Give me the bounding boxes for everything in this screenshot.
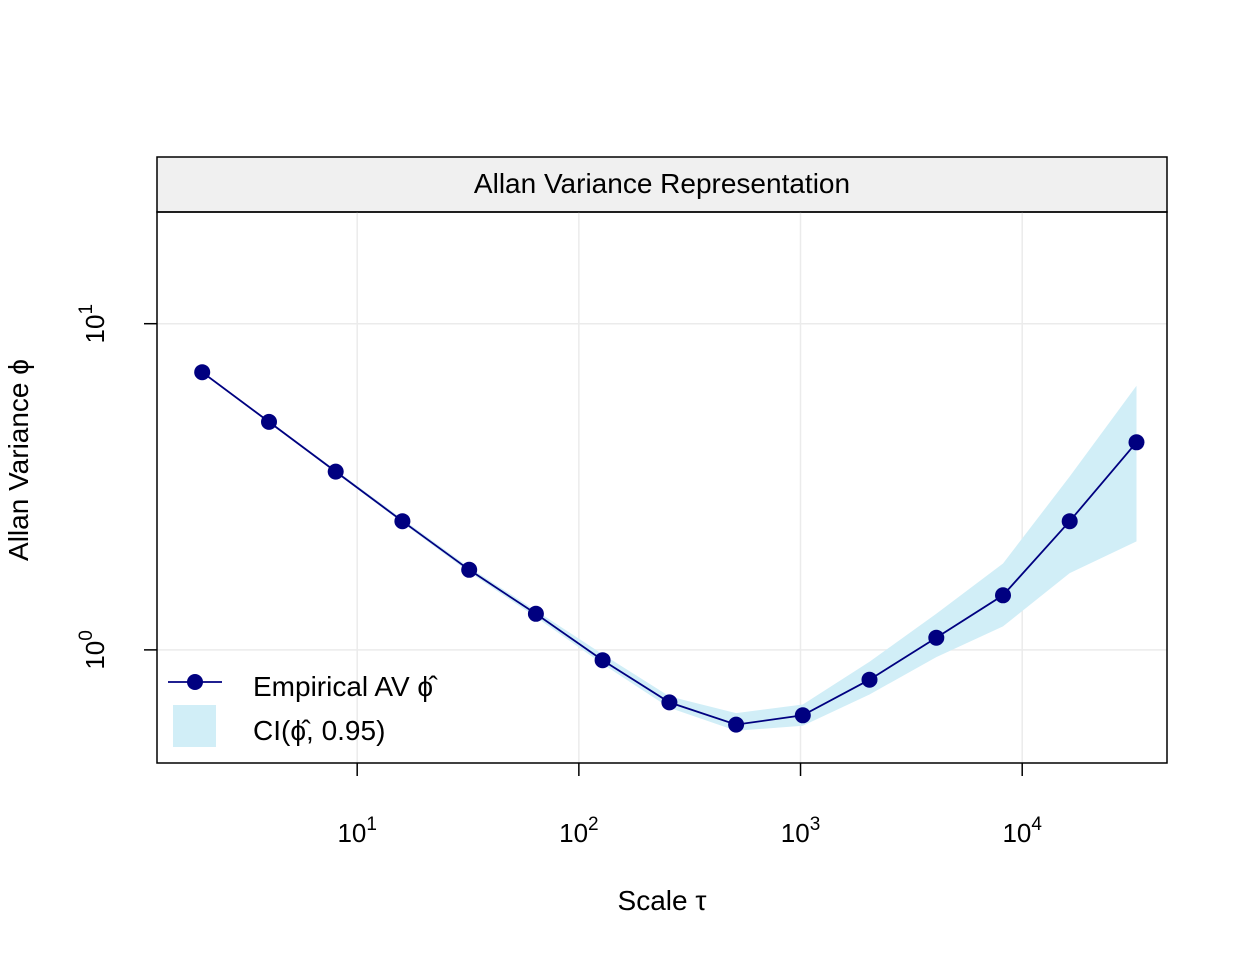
legend-band-suffix: , 0.95) [306, 715, 385, 746]
y-tick-label: 101 [76, 304, 110, 344]
data-point [794, 707, 811, 724]
data-points-layer [194, 364, 1145, 733]
legend-line-label: Empirical AV [253, 671, 410, 702]
legend-line-symbol: ϕ̂ [417, 671, 438, 702]
legend-point-swatch [187, 674, 203, 690]
x-tick-label: 102 [559, 814, 599, 848]
data-point [261, 413, 277, 430]
legend-band-prefix: CI( [253, 715, 291, 746]
title-strip [156, 156, 1168, 213]
grid-lines [157, 212, 1167, 763]
legend-band-symbol: ϕ̂ [290, 715, 311, 746]
y-axis-label: Allan Variance ϕ [3, 359, 34, 561]
x-tick-label: 103 [781, 814, 821, 848]
data-point [928, 629, 945, 646]
y-tick-label: 100 [76, 630, 110, 670]
data-point [661, 694, 678, 711]
legend: Empirical AV ϕ̂ CI(ϕ̂, 0.95) [168, 671, 438, 747]
legend-band-swatch [173, 705, 216, 747]
legend-band-entry: CI(ϕ̂, 0.95) [253, 715, 385, 746]
chart-title: Allan Variance Representation [474, 168, 850, 199]
data-point [194, 364, 211, 381]
data-point [327, 463, 344, 480]
axes-layer: 101 102 103 104 100 101 [76, 304, 1042, 848]
confidence-band [202, 371, 1137, 731]
legend-line-entry: Empirical AV ϕ̂ [253, 671, 438, 702]
data-point [594, 652, 611, 669]
x-tick-label: 104 [1002, 814, 1042, 848]
data-point [1128, 434, 1145, 451]
data-point [861, 671, 878, 688]
data-point [527, 605, 544, 622]
x-axis-label: Scale τ [618, 885, 707, 916]
data-point [394, 513, 411, 530]
data-point [995, 587, 1011, 604]
x-tick-label: 101 [337, 814, 377, 848]
data-point [728, 716, 745, 733]
confidence-band-layer [202, 371, 1137, 731]
plot-frame [156, 211, 1168, 764]
data-point [1061, 513, 1078, 530]
data-point [461, 561, 478, 578]
